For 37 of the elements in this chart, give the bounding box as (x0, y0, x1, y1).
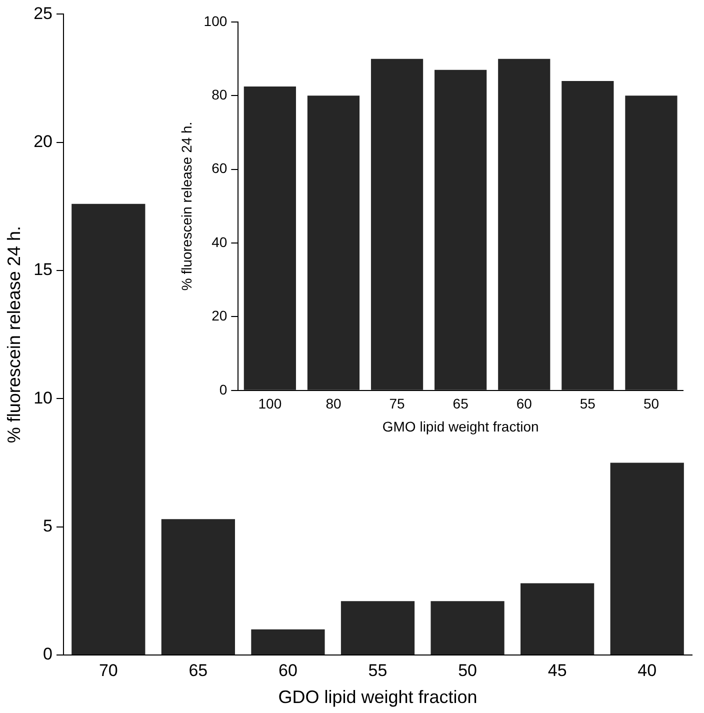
bar (430, 601, 504, 654)
bar (340, 601, 415, 654)
bar (520, 583, 594, 654)
x-tick-label: 60 (516, 396, 532, 412)
y-tick-label: 20 (212, 308, 228, 324)
x-tick-label: 60 (278, 660, 298, 680)
y-tick-label: 20 (34, 132, 53, 152)
y-tick-label: 60 (212, 160, 228, 176)
x-tick-label: 65 (452, 396, 469, 412)
bar (251, 629, 325, 654)
x-tick-label: 70 (98, 660, 118, 680)
y-tick-label: 0 (43, 644, 53, 664)
y-tick-label: 40 (212, 234, 228, 250)
y-axis-title: % fluorescein release 24 h. (178, 122, 194, 291)
x-tick-label: 55 (368, 660, 388, 680)
y-tick-label: 25 (34, 4, 53, 23)
y-tick-label: 10 (34, 388, 53, 408)
x-tick-label: 100 (258, 396, 282, 412)
x-tick-label: 50 (643, 396, 660, 412)
x-tick-label: 50 (458, 660, 477, 680)
x-tick-label: 40 (638, 660, 657, 680)
y-tick-label: 15 (34, 260, 53, 280)
bar (161, 519, 235, 654)
y-tick-label: 5 (43, 516, 53, 536)
x-tick-label: 80 (326, 396, 342, 412)
x-tick-label: 45 (548, 660, 567, 680)
x-tick-label: 65 (188, 660, 208, 680)
y-tick-label: 80 (212, 86, 228, 103)
y-tick-label: 0 (219, 381, 228, 398)
x-axis-title: GMO lipid weight fraction (382, 418, 539, 434)
y-tick-label: 100 (204, 12, 228, 29)
bar (610, 462, 684, 654)
x-tick-label: 75 (389, 396, 406, 412)
bar (72, 204, 146, 654)
x-tick-label: 55 (580, 396, 596, 412)
x-axis-title: GDO lipid weight fraction (278, 687, 478, 708)
y-axis-title: % fluorescein release 24 h. (4, 226, 24, 444)
